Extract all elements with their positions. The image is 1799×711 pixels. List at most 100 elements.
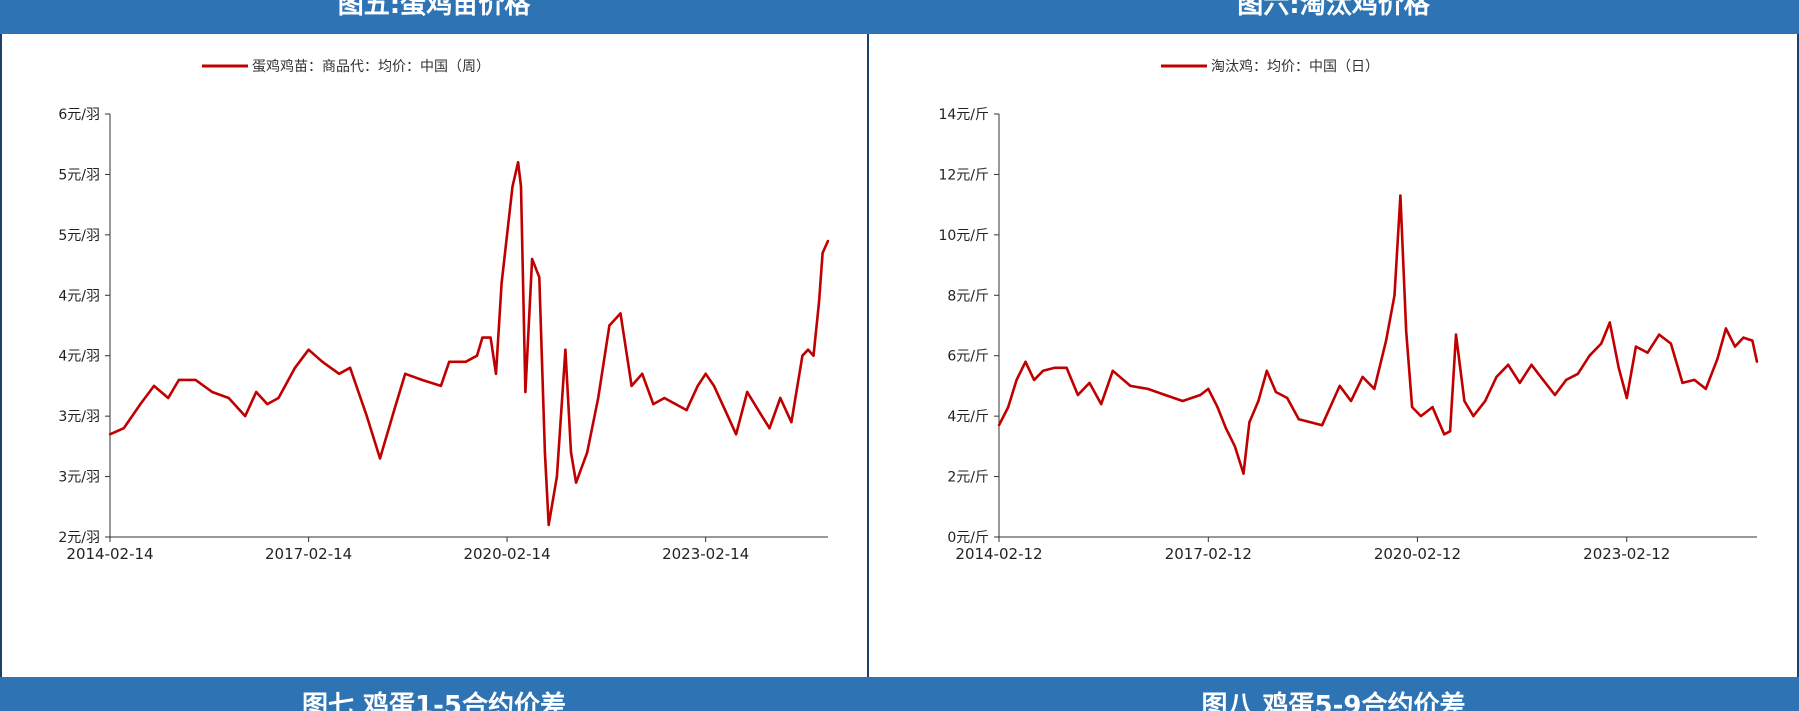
data-point <box>293 366 297 369</box>
data-point <box>489 336 492 339</box>
data-point <box>1164 393 1167 397</box>
data-point <box>1565 378 1568 382</box>
data-point <box>1181 399 1184 403</box>
legend-label: 蛋鸡鸡苗：商品代：均价：中国（周） <box>252 58 490 75</box>
data-point <box>1216 405 1219 409</box>
data-point <box>1233 445 1237 448</box>
data-point <box>1297 418 1300 421</box>
data-point <box>1751 339 1754 342</box>
y-tick-label: 3元/羽 <box>58 409 100 425</box>
data-point <box>574 481 578 484</box>
data-point <box>1274 390 1278 394</box>
data-point <box>337 372 341 375</box>
data-point <box>543 451 547 454</box>
data-point <box>619 312 622 315</box>
data-point <box>1373 387 1376 391</box>
data-point <box>696 384 699 388</box>
y-tick-label: 6元/斤 <box>947 349 989 365</box>
data-point <box>1088 381 1091 385</box>
data-point <box>255 390 258 394</box>
x-tick-label: 2014-02-12 <box>955 545 1042 563</box>
data-point <box>1518 381 1521 385</box>
data-point <box>378 457 382 460</box>
series-line <box>109 161 830 527</box>
x-tick-label: 2014-02-14 <box>66 545 153 563</box>
data-point <box>464 360 467 363</box>
data-point <box>555 475 559 478</box>
data-point <box>194 378 197 382</box>
y-tick-label: 5元/羽 <box>58 228 100 244</box>
data-point <box>365 414 368 418</box>
data-point <box>1669 342 1673 345</box>
x-tick-label: 2023-02-14 <box>662 545 749 563</box>
data-point <box>757 408 760 412</box>
data-point <box>1553 393 1557 397</box>
data-point <box>524 390 527 394</box>
data-point <box>1309 421 1312 424</box>
next-chart-title-bar: 图七 鸡蛋1-5合约价差 <box>0 677 868 711</box>
data-point <box>1716 357 1719 360</box>
data-point <box>511 185 514 188</box>
data-point <box>266 402 269 406</box>
data-point <box>821 251 824 255</box>
y-tick-label: 4元/斤 <box>947 409 989 425</box>
y-tick-label: 0元/斤 <box>947 530 989 546</box>
chart-panel-left: 图五:蛋鸡苗价格 蛋鸡鸡苗：商品代：均价：中国（周） 2元/羽 3元/羽 3元/羽 4元… <box>0 0 868 711</box>
line-chart-chick-price: 蛋鸡鸡苗：商品代：均价：中国（周） 2元/羽 3元/羽 3元/羽 4元/羽 4元/羽 5元/… <box>58 58 830 563</box>
data-point <box>1658 333 1661 336</box>
y-tick-label: 2元/斤 <box>947 470 989 486</box>
data-point <box>1286 396 1289 400</box>
data-point <box>1755 360 1759 363</box>
data-point <box>177 378 181 382</box>
data-point <box>404 372 407 375</box>
data-point <box>1733 345 1737 348</box>
data-point <box>1041 369 1045 372</box>
data-point <box>1265 369 1268 372</box>
data-point <box>516 161 520 164</box>
y-tick-label: 10元/斤 <box>938 228 989 244</box>
data-point <box>1405 330 1408 333</box>
data-point <box>1541 378 1545 382</box>
data-point <box>712 384 716 388</box>
data-point <box>812 354 815 357</box>
data-point <box>448 360 451 363</box>
chart-title: 图六:淘汰鸡价格 <box>1237 0 1430 20</box>
data-point <box>1484 399 1487 403</box>
data-point <box>1207 387 1210 391</box>
x-tick-label: 2017-02-12 <box>1165 545 1252 563</box>
data-point <box>1495 375 1498 379</box>
series-line <box>997 194 1759 475</box>
data-point <box>108 433 112 436</box>
data-point <box>1507 363 1510 366</box>
data-point <box>494 372 498 375</box>
data-point <box>1704 387 1707 391</box>
data-point <box>1242 472 1245 475</box>
data-point <box>826 239 830 243</box>
data-point <box>569 451 573 454</box>
data-point <box>1617 366 1620 369</box>
data-point <box>277 396 280 400</box>
data-point <box>597 396 600 400</box>
data-point <box>630 384 633 388</box>
legend: 蛋鸡鸡苗：商品代：均价：中国（周） <box>202 58 490 75</box>
data-point <box>1625 396 1628 400</box>
x-tick-label: 2017-02-14 <box>265 545 352 563</box>
data-point <box>1588 354 1591 357</box>
data-point <box>1100 402 1103 406</box>
data-point <box>704 372 707 375</box>
data-point <box>1410 405 1414 409</box>
data-point <box>734 433 738 436</box>
data-point <box>244 414 247 418</box>
data-point <box>1129 384 1132 388</box>
data-point <box>1443 433 1446 436</box>
data-point <box>608 324 611 327</box>
data-point <box>1199 393 1202 397</box>
data-point <box>1742 336 1745 339</box>
data-point <box>1393 294 1396 297</box>
next-chart-title: 图八 鸡蛋5-9合约价差 <box>1201 691 1466 711</box>
y-tick-label: 4元/羽 <box>58 349 100 365</box>
data-point <box>806 348 810 351</box>
data-point <box>152 384 156 388</box>
data-point <box>321 360 324 363</box>
y-tick-label: 5元/羽 <box>58 167 100 183</box>
